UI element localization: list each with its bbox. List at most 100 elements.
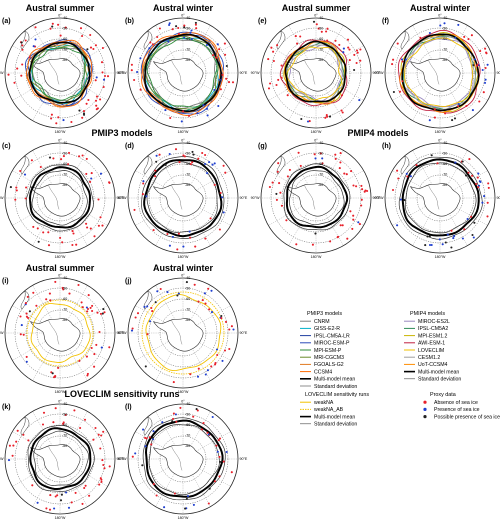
proxy-point — [48, 508, 52, 511]
proxy-point — [42, 231, 45, 234]
proxy-point — [428, 31, 431, 35]
proxy-point — [95, 343, 98, 346]
map-frame — [384, 142, 496, 254]
proxy-point — [25, 355, 28, 358]
lon-label-right: 90°E — [117, 196, 125, 200]
proxy-point — [179, 406, 182, 409]
proxy-point — [306, 120, 310, 123]
proxy-point — [82, 110, 86, 113]
proxy-point — [90, 177, 93, 180]
legend-item-label: Standard deviation — [314, 422, 357, 428]
proxy-point — [169, 116, 172, 120]
proxy-point — [392, 90, 395, 94]
lon-label-top: 0° — [58, 139, 62, 143]
lon-label-bottom: 180°W — [55, 255, 66, 259]
legend-item-label: IPSL-CM5A2 — [418, 326, 448, 332]
proxy-point — [325, 114, 328, 117]
proxy-point — [24, 197, 27, 200]
proxy-point — [204, 302, 207, 305]
weakna-contour — [30, 303, 91, 363]
proxy-point — [366, 189, 369, 193]
proxy-point — [476, 63, 479, 66]
legend-item-label: MPI-ESM1.2 — [418, 333, 448, 339]
proxy-point — [145, 195, 148, 198]
proxy-point — [25, 312, 28, 315]
proxy-point — [215, 56, 218, 59]
lat-label: -70 — [62, 434, 67, 438]
proxy-point — [319, 152, 322, 155]
proxy-point — [64, 413, 67, 417]
lat-label: -40 — [442, 16, 447, 20]
proxy-point — [477, 186, 480, 189]
proxy-point — [350, 170, 353, 173]
proxy-point — [356, 51, 359, 54]
proxy-point — [192, 503, 195, 506]
proxy-point — [353, 53, 356, 56]
proxy-point — [7, 459, 11, 462]
proxy-point — [78, 359, 81, 362]
proxy-point — [466, 217, 469, 221]
proxy-point — [19, 315, 22, 318]
proxy-point — [479, 49, 482, 53]
proxy-point — [26, 295, 29, 298]
lon-label-left: 90°W — [0, 196, 4, 200]
lat-label: -60 — [185, 162, 190, 166]
proxy-point — [194, 21, 197, 24]
lon-label-left: 90°W — [0, 71, 4, 75]
proxy-point — [49, 299, 52, 302]
proxy-point — [47, 231, 50, 234]
proxy-point — [101, 312, 104, 315]
proxy-point — [485, 52, 488, 55]
proxy-point — [67, 163, 70, 166]
lat-label: -60 — [318, 37, 323, 41]
proxy-point — [341, 111, 344, 114]
proxy-point — [191, 150, 194, 153]
lat-label: -50 — [185, 287, 190, 291]
proxy-point — [312, 20, 316, 23]
standard-deviation-contour — [148, 424, 220, 496]
map-frame — [260, 17, 372, 129]
lon-label-top: 0° — [58, 274, 62, 278]
lon-label-top: 0° — [314, 139, 318, 143]
proxy-point — [270, 46, 273, 49]
proxy-point — [213, 480, 216, 483]
proxy-point — [45, 298, 48, 301]
proxy-point — [103, 467, 106, 470]
proxy-point — [70, 120, 73, 124]
weakna-ab-contour — [26, 299, 94, 367]
proxy-point — [424, 244, 427, 247]
proxy-point — [148, 436, 151, 439]
proxy-point — [392, 58, 395, 61]
map-frame — [4, 277, 116, 389]
map-frame — [260, 142, 372, 254]
proxy-point — [400, 58, 404, 61]
proxy-point — [186, 495, 190, 498]
proxy-point — [342, 47, 345, 50]
header-loveclim-runs: LOVECLIM sensitivity runs — [64, 389, 179, 399]
proxy-point — [230, 325, 233, 328]
proxy-point — [139, 57, 142, 60]
proxy-point — [54, 407, 57, 410]
proxy-point — [215, 348, 219, 351]
proxy-point — [276, 44, 279, 47]
lat-label: -70 — [62, 173, 67, 177]
proxy-point — [321, 162, 324, 165]
proxy-point — [86, 226, 89, 229]
lat-label: -80 — [318, 183, 323, 187]
proxy-point — [154, 169, 157, 172]
proxy-point — [218, 48, 221, 51]
proxy-point — [82, 113, 86, 116]
proxy-point — [168, 22, 171, 25]
multi-model-mean-contour — [29, 427, 92, 490]
proxy-point — [60, 493, 63, 496]
proxy-point — [168, 152, 171, 156]
lat-label: -50 — [318, 152, 323, 156]
proxy-point — [191, 161, 194, 164]
proxy-point — [223, 42, 226, 45]
proxy-point — [219, 88, 222, 91]
proxy-point — [207, 287, 210, 290]
proxy-point — [92, 47, 95, 51]
proxy-point — [158, 153, 161, 156]
proxy-point — [62, 155, 65, 158]
proxy-point — [326, 39, 329, 42]
